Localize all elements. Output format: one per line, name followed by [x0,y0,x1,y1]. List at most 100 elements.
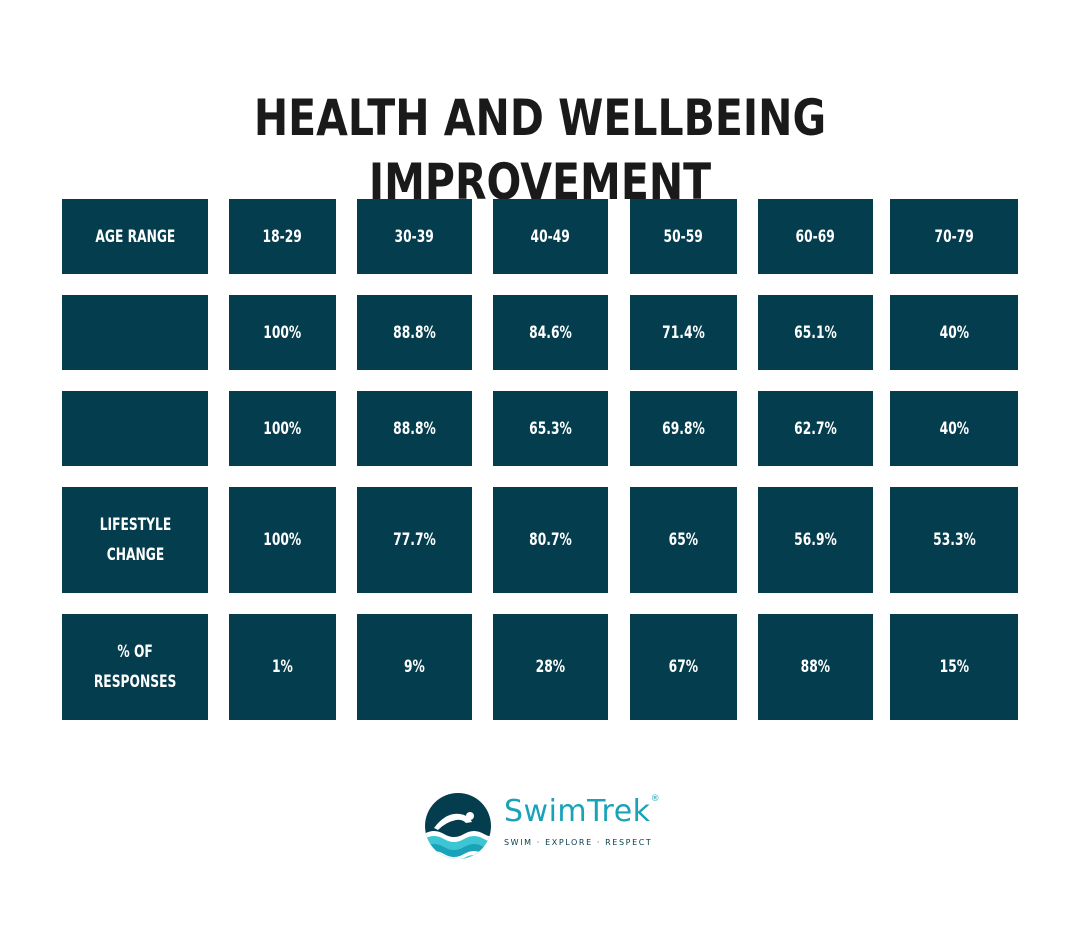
row-label-cell: LIFESTYLE CHANGE [62,487,208,593]
page-title: HEALTH AND WELLBEING IMPROVEMENT [253,89,827,211]
header-age-cell: 30-39 [357,199,472,274]
value-cell: 28% [493,614,608,720]
cell-line: 65% [668,530,699,550]
value-cell: 100% [229,295,336,370]
cell-line: 100% [263,322,302,343]
value-cell: 88% [758,614,873,720]
logo-wordmark: SwimTrek® [504,794,661,829]
value-cell: 84.6% [493,295,608,370]
value-cell-text: 71.4% [658,318,708,348]
value-cell: 9% [357,614,472,720]
row-label-cell: % OF RESPONSES [62,614,208,720]
cell-line: 77.7% [393,530,436,550]
value-cell: 77.7% [357,487,472,593]
value-cell-text: 65.3% [525,414,575,444]
cell-line: 50-59 [663,226,704,247]
value-cell: 15% [890,614,1018,720]
cell-line: 53.3% [932,530,976,550]
value-cell-text: 15% [937,652,972,682]
cell-line: 71.4% [662,322,705,343]
cell-line: 28% [535,657,566,677]
value-cell-text: 88.8% [389,318,439,348]
cell-line: % OF [117,642,153,662]
value-cell-text: 77.7% [389,525,439,555]
value-cell: 65% [630,487,737,593]
cell-line: 100% [263,530,302,550]
swimmer-logo-icon [425,793,491,859]
logo-tagline: SWIM · EXPLORE · RESPECT [504,838,653,847]
header-age-cell-text: 40-49 [527,222,573,252]
value-cell-text: 65.1% [790,318,840,348]
cell-line: 30-39 [394,226,435,247]
value-cell: 62.7% [758,391,873,466]
row-label-cell [62,391,208,466]
cell-line: RESPONSES [93,672,177,692]
value-cell: 65.1% [758,295,873,370]
value-cell: 1% [229,614,336,720]
cell-line: AGE RANGE [95,226,175,247]
value-cell: 100% [229,487,336,593]
value-cell: 88.8% [357,295,472,370]
cell-line: 88.8% [393,418,436,439]
cell-line: 1% [272,657,293,677]
row-label-cell-text: LIFESTYLE CHANGE [93,510,177,570]
value-cell-text: 69.8% [658,414,708,444]
value-cell-text: 9% [402,652,427,682]
cell-line: 40% [939,322,969,343]
value-cell-text: 100% [260,318,305,348]
cell-line: 56.9% [794,530,837,550]
header-age-cell: 70-79 [890,199,1018,274]
header-age-cell-text: 30-39 [391,222,437,252]
header-age-cell: 40-49 [493,199,608,274]
cell-line: 18-29 [262,226,303,247]
row-label-cell [62,295,208,370]
value-cell: 40% [890,391,1018,466]
value-cell-text: 28% [533,652,568,682]
value-cell-text: 62.7% [790,414,840,444]
value-cell: 71.4% [630,295,737,370]
cell-line: 70-79 [934,226,974,247]
cell-line: 65.1% [794,322,837,343]
header-label-cell: AGE RANGE [62,199,208,274]
value-cell: 69.8% [630,391,737,466]
value-cell: 65.3% [493,391,608,466]
header-age-cell: 18-29 [229,199,336,274]
value-cell: 67% [630,614,737,720]
value-cell: 56.9% [758,487,873,593]
cell-line: 88.8% [393,322,436,343]
value-cell: 88.8% [357,391,472,466]
cell-line: 65.3% [529,418,572,439]
header-age-cell-text: 50-59 [660,222,706,252]
swimtrek-logo: SwimTrek® SWIM · EXPLORE · RESPECT [424,792,660,862]
value-cell-text: 84.6% [525,318,575,348]
row-label-cell-text: % OF RESPONSES [86,637,183,697]
value-cell-text: 80.7% [525,525,575,555]
header-label-cell-text: AGE RANGE [88,222,182,252]
cell-line: 80.7% [529,530,572,550]
value-cell-text: 100% [260,414,305,444]
cell-line: 60-69 [795,226,836,247]
cell-line: 40% [939,418,969,439]
header-age-cell-text: 18-29 [259,222,305,252]
header-age-cell: 60-69 [758,199,873,274]
cell-line: 15% [939,657,969,677]
value-cell-text: 65% [666,525,701,555]
value-cell-text: 88.8% [389,414,439,444]
value-cell: 40% [890,295,1018,370]
header-age-cell: 50-59 [630,199,737,274]
value-cell: 80.7% [493,487,608,593]
cell-line: 100% [263,418,302,439]
cell-line: 62.7% [794,418,837,439]
value-cell: 100% [229,391,336,466]
cell-line: 69.8% [662,418,705,439]
value-cell-text: 100% [260,525,305,555]
cell-line: 40-49 [530,226,571,247]
cell-line: 9% [404,657,425,677]
value-cell-text: 40% [937,318,972,348]
cell-line: 88% [800,657,831,677]
header-age-cell-text: 70-79 [931,222,977,252]
value-cell-text: 1% [270,652,295,682]
value-cell-text: 56.9% [790,525,840,555]
cell-line: 84.6% [529,322,572,343]
value-cell: 53.3% [890,487,1018,593]
